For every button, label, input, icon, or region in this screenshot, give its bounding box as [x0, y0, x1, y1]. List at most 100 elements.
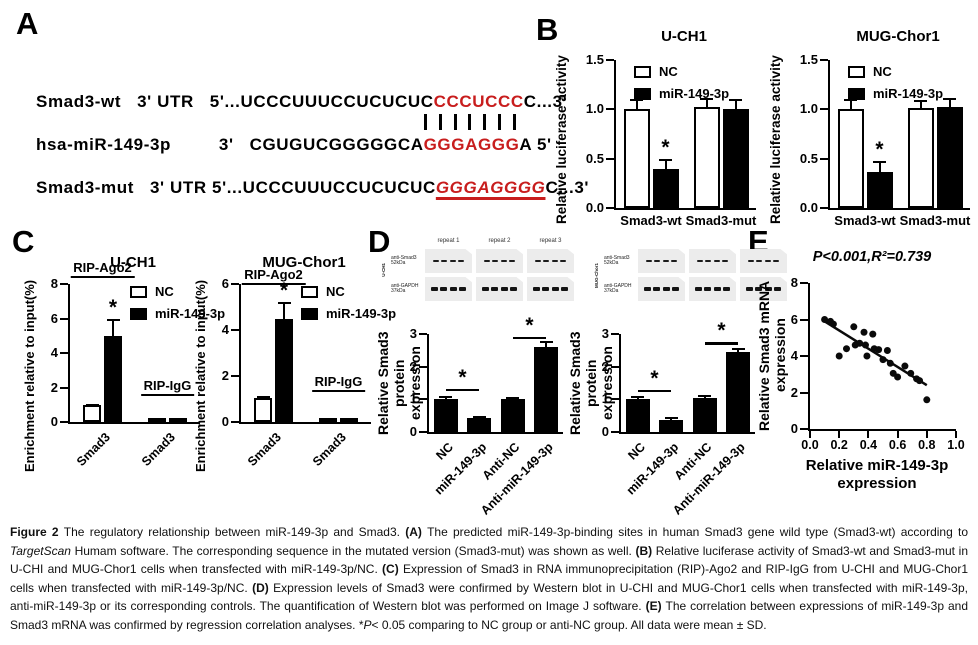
- sequence-text: Smad3-wt 3' UTR 5'...UCCCUUUCCUCUCUC: [36, 92, 434, 111]
- chart-title: U-CH1: [661, 28, 707, 45]
- legend-swatch-nc: [848, 65, 865, 78]
- scatter-point: [869, 330, 877, 338]
- protein-band: [696, 259, 703, 263]
- scatter-point: [850, 323, 858, 331]
- protein-band: [764, 259, 771, 263]
- y-tick-mark: [800, 391, 808, 394]
- x-category-label: Smad3: [309, 430, 349, 469]
- y-tick-mark: [419, 398, 427, 401]
- figure-caption: Figure 2 The regulatory relationship bet…: [10, 523, 968, 635]
- blot-lane: [476, 277, 523, 301]
- x-tick-label: 0.2: [830, 438, 848, 452]
- antibody-name: anti-GAPDH: [604, 282, 632, 289]
- blot-lane: [527, 277, 574, 301]
- caption-segment: Expression levels of Smad3 were confirme…: [10, 580, 968, 614]
- y-tick-label: 8: [50, 276, 58, 291]
- x-tick-mark: [867, 431, 870, 438]
- y-tick-label: 1.5: [585, 52, 604, 67]
- panel-label-a: A: [16, 6, 39, 41]
- sequence-text: C...3': [523, 92, 568, 111]
- bar: [534, 347, 559, 432]
- protein-band: [432, 259, 439, 263]
- plot-area: 0 1 2 3 * * NC miR-149-3p Anti-NC Anti-miR-149-3p: [410, 315, 563, 518]
- chart-title: MUG-Chor1: [856, 28, 940, 45]
- y-tick-mark: [606, 207, 614, 209]
- legend-swatch-mir-149-3p: [848, 87, 865, 100]
- scatter-point: [879, 356, 887, 364]
- y-tick-mark: [606, 59, 614, 61]
- protein-band: [662, 259, 669, 263]
- protein-band: [672, 287, 680, 291]
- x-tick-mark: [896, 431, 899, 438]
- y-tick-label: 2: [409, 358, 417, 374]
- y-tick-label: 6: [790, 311, 798, 327]
- x-category-label: Smad3-wt: [834, 213, 896, 228]
- pairing-bar: [453, 114, 457, 130]
- protein-band: [551, 287, 559, 291]
- y-axis-label: Enrichment relative to input(%): [22, 279, 37, 473]
- legend: NC miR-149-3p: [634, 64, 729, 101]
- x-tick-label: 0.6: [888, 438, 907, 452]
- significance-line: [445, 388, 480, 392]
- x-category-label: NC: [432, 440, 456, 463]
- x-tick-mark: [925, 431, 928, 438]
- caption-segment: P: [363, 617, 372, 632]
- significance-line: [512, 336, 547, 340]
- error-bar-stem: [545, 341, 548, 353]
- caption-segment: TargetScan: [10, 543, 71, 558]
- legend-swatch-mir-149-3p: [634, 87, 651, 100]
- bar: [625, 398, 650, 432]
- x-tick-mark: [838, 431, 841, 438]
- plot-area: 0.0 0.5 1.0 1.5 * NC miR-149-3p Smad3-wt Smad3-m…: [586, 52, 756, 228]
- blot-lane: [638, 277, 685, 301]
- base-pairing-bars: [424, 114, 516, 130]
- protein-band: [713, 287, 721, 291]
- y-tick-label: 1.0: [799, 101, 818, 117]
- scatter-point: [835, 352, 843, 360]
- chart-title: MUG-Chor1: [262, 254, 346, 271]
- y-tick-label: 1.0: [585, 101, 604, 117]
- protein-band: [481, 287, 489, 291]
- legend-item: miR-149-3p: [301, 306, 396, 321]
- blot-antibody-label: anti-GAPDH 37kDa: [391, 283, 421, 295]
- bar: [866, 171, 893, 208]
- pairing-bar: [424, 114, 427, 130]
- molecular-weight: 52kDa: [604, 260, 619, 266]
- protein-band: [755, 287, 763, 291]
- rip-chart-uch1: U-CH1 Enrichment relative to input(%) 0 2…: [22, 238, 225, 493]
- blot-lane: [425, 277, 472, 301]
- significance-star: *: [458, 365, 467, 389]
- y-tick-mark: [611, 431, 619, 433]
- caption-segment: Figure 2: [10, 525, 64, 539]
- scatter-point: [856, 339, 864, 347]
- scatter-point: [860, 328, 868, 336]
- scatter-point: [901, 362, 909, 370]
- protein-band: [483, 259, 490, 263]
- legend-swatch-mir-149-3p: [301, 307, 318, 320]
- y-axis-label: Enrichment relative to input(%): [193, 279, 208, 473]
- significance-star: *: [108, 296, 118, 320]
- group-label: RIP-IgG: [140, 378, 195, 397]
- sequence-text: C...3': [545, 178, 590, 197]
- bar: [254, 397, 272, 422]
- y-tick-mark: [606, 157, 614, 160]
- y-tick-label: 4: [50, 345, 58, 360]
- legend-swatch-nc: [130, 285, 147, 298]
- y-tick-mark: [820, 207, 828, 209]
- y-tick-label: 0: [409, 424, 417, 439]
- caption-segment: Humam software. The corresponding sequen…: [70, 543, 636, 558]
- bar: [722, 109, 749, 208]
- y-tick-mark: [231, 421, 239, 423]
- protein-band: [723, 287, 731, 291]
- blot-grid: anti-Smad3 52kDa anti-GAPDH 37kDa: [604, 237, 787, 301]
- cell-line-label: MUG-Chor1: [594, 263, 599, 288]
- caption-segment: < 0.05 comparing to NC group or anti-NC …: [371, 617, 767, 632]
- protein-band: [534, 259, 541, 263]
- protein-band: [440, 287, 448, 291]
- caption-segment: (C): [382, 562, 403, 577]
- protein-band: [671, 259, 678, 263]
- sequence-text: A 5': [519, 135, 552, 154]
- protein-band: [500, 259, 507, 263]
- bar: [837, 109, 864, 208]
